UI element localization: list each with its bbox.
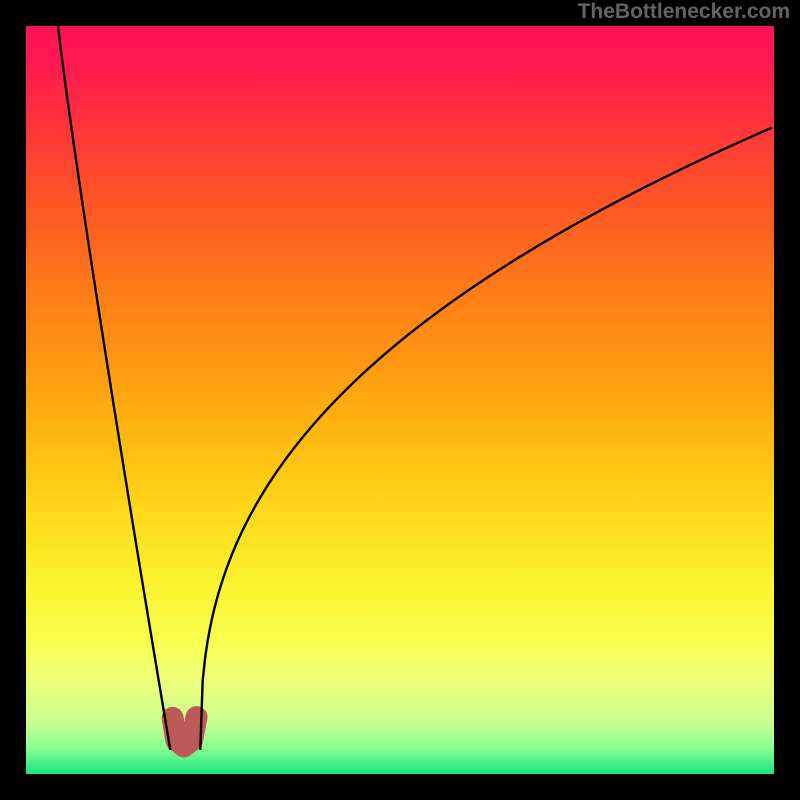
valley-marker [173, 717, 197, 746]
chart-stage: TheBottlenecker.com [0, 0, 800, 800]
gradient-background [26, 26, 774, 774]
bottleneck-curve-chart [0, 0, 800, 800]
